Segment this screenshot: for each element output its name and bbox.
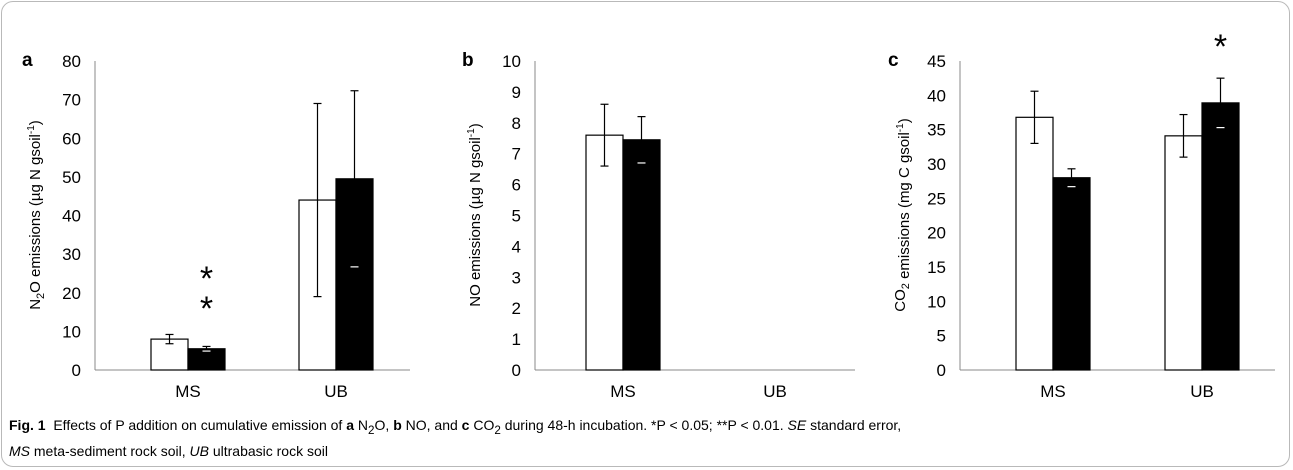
y-tick-label: 3 xyxy=(512,268,521,287)
y-tick-label: 5 xyxy=(512,207,521,226)
y-axis-label: CO2 emissions (mg C gsoil-1) xyxy=(892,118,913,311)
y-tick-label: 0 xyxy=(937,361,946,380)
panel-label-a: a xyxy=(22,50,33,71)
y-tick-label: 15 xyxy=(927,258,946,277)
x-category-label: UB xyxy=(1190,382,1214,401)
y-tick-label: 30 xyxy=(62,245,81,264)
caption-co2: CO xyxy=(473,417,495,433)
x-category-label: MS xyxy=(175,382,201,401)
bar xyxy=(187,348,226,371)
caption-n2o-sub: 2 xyxy=(368,423,375,437)
caption-no: NO, and xyxy=(405,417,462,433)
caption-panel-a: a xyxy=(346,417,355,433)
caption-n2o: N xyxy=(357,417,369,433)
caption-n2o-end: O, xyxy=(374,417,394,433)
y-tick-label: 25 xyxy=(927,189,946,208)
y-tick-label: 8 xyxy=(512,114,521,133)
x-category-label: MS xyxy=(1040,382,1066,401)
significance-marker: * xyxy=(200,260,213,298)
y-tick-label: 6 xyxy=(512,176,521,195)
y-tick-label: 40 xyxy=(927,86,946,105)
y-tick-label: 30 xyxy=(927,155,946,174)
y-tick-label: 20 xyxy=(927,224,946,243)
x-category-label: UB xyxy=(763,382,787,401)
y-tick-label: 10 xyxy=(62,322,81,341)
y-tick-label: 60 xyxy=(62,129,81,148)
y-tick-label: 0 xyxy=(72,361,81,380)
significance-marker: * xyxy=(200,290,213,328)
caption-text-5: ultrabasic rock soil xyxy=(208,442,328,459)
y-tick-label: 10 xyxy=(927,292,946,311)
y-axis-label: N2O emissions (µg N gsoil-1) xyxy=(26,120,47,310)
chart-panel-c: c 0 5 10 15 20 25 30 35 40 45 CO2 emissions (mg C g… xyxy=(888,28,1275,401)
caption-label: Fig. 1 xyxy=(9,417,46,433)
caption-se: SE xyxy=(787,417,807,433)
panel-label-b: b xyxy=(462,50,474,71)
caption-panel-b: b xyxy=(393,417,402,433)
y-tick-label: 2 xyxy=(512,299,521,318)
y-axis-label: NO emissions (µg N gsoil-1) xyxy=(466,123,484,306)
caption-text-2: during 48-h incubation. *P < 0.05; **P <… xyxy=(500,417,788,433)
y-tick-label: 0 xyxy=(512,361,521,380)
y-tick-label: 80 xyxy=(62,52,81,71)
x-category-label: MS xyxy=(610,382,636,401)
caption-text-1: Effects of P addition on cumulative emis… xyxy=(53,417,347,433)
y-tick-label: 45 xyxy=(927,52,946,71)
y-tick-label: 4 xyxy=(512,237,521,256)
panel-label-c: c xyxy=(888,50,899,71)
chart-panel-b: b 0 1 2 3 4 5 6 7 8 9 10 NO emissions (µg N gsoil-1)… xyxy=(462,50,855,401)
y-tick-label: 40 xyxy=(62,207,81,226)
y-tick-label: 50 xyxy=(62,168,81,187)
y-tick-label: 20 xyxy=(62,284,81,303)
y-tick-label: 5 xyxy=(937,327,946,346)
y-tick-label: 70 xyxy=(62,91,81,110)
bar xyxy=(1164,135,1203,371)
bar xyxy=(1201,102,1240,371)
x-category-label: UB xyxy=(324,382,348,401)
y-tick-label: 7 xyxy=(512,145,521,164)
caption-panel-c: c xyxy=(461,417,470,433)
figure-caption: Fig. 1 Effects of P addition on cumulati… xyxy=(9,415,1279,462)
bar xyxy=(1015,116,1054,371)
y-tick-label: 10 xyxy=(502,52,521,71)
caption-text-3: standard error, xyxy=(806,417,902,433)
y-tick-label: 9 xyxy=(512,83,521,102)
caption-co2-sub: 2 xyxy=(494,423,501,437)
significance-marker: * xyxy=(1214,28,1227,66)
bar xyxy=(1052,177,1091,371)
bar xyxy=(622,139,661,371)
caption-text-4: meta-sediment rock soil, xyxy=(30,442,190,459)
y-tick-label: 1 xyxy=(512,330,521,349)
caption-ub: UB xyxy=(189,442,209,459)
caption-ms: MS xyxy=(9,442,30,459)
chart-panel-a: a 0 10 20 30 40 50 60 70 80 N2O emissions (µg N gs… xyxy=(22,50,410,401)
y-tick-label: 35 xyxy=(927,121,946,140)
bar xyxy=(585,134,624,371)
